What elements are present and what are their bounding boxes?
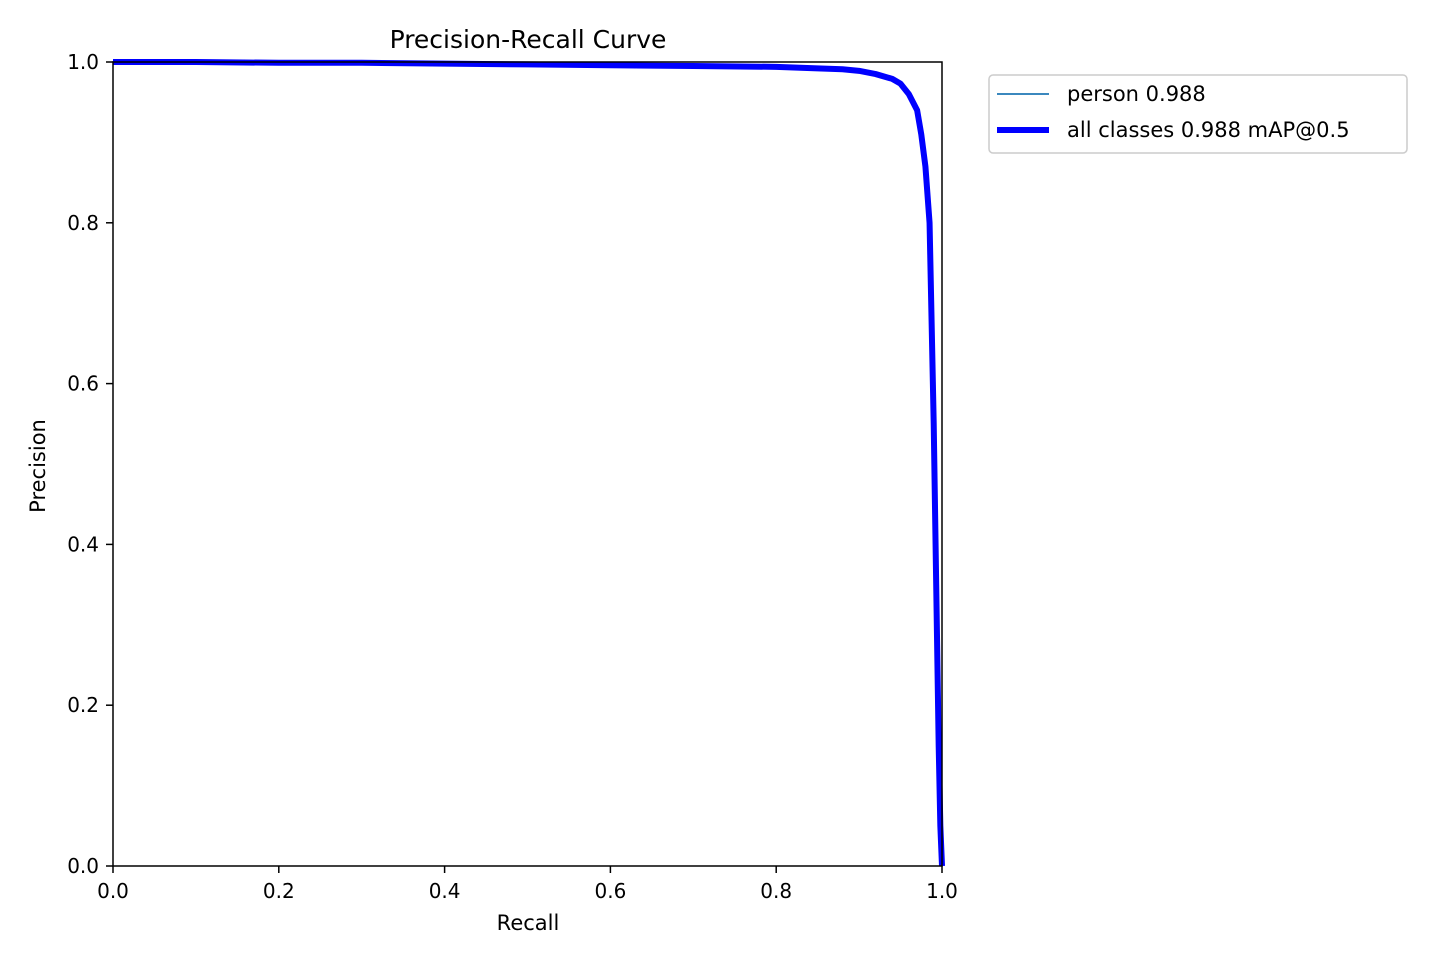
x-tick-label: 0.0 bbox=[97, 879, 129, 903]
legend-label-all-classes: all classes 0.988 mAP@0.5 bbox=[1067, 118, 1350, 142]
y-tick-label: 0.0 bbox=[67, 854, 99, 878]
legend-label-person: person 0.988 bbox=[1067, 82, 1206, 106]
y-tick-label: 0.2 bbox=[67, 693, 99, 717]
plot-background bbox=[113, 62, 942, 866]
x-tick-label: 0.8 bbox=[760, 879, 792, 903]
x-tick-label: 0.4 bbox=[429, 879, 461, 903]
series-line-all-classes bbox=[113, 59, 945, 867]
plot-area bbox=[113, 62, 942, 866]
x-tick-label: 1.0 bbox=[926, 879, 958, 903]
series-layer bbox=[113, 59, 945, 867]
plot-frame bbox=[112, 61, 943, 867]
x-axis-label: Recall bbox=[497, 911, 560, 935]
x-axis: 0.0 0.2 0.4 0.6 0.8 1.0 bbox=[97, 866, 958, 903]
y-tick-label: 0.8 bbox=[67, 211, 99, 235]
x-tick-label: 0.2 bbox=[263, 879, 295, 903]
y-axis: 0.0 0.2 0.4 0.6 0.8 1.0 bbox=[67, 50, 113, 878]
y-tick-label: 0.4 bbox=[67, 532, 99, 556]
legend-box bbox=[988, 74, 1408, 154]
y-tick-label: 1.0 bbox=[67, 50, 99, 74]
legend: person 0.988 all classes 0.988 mAP@0.5 bbox=[988, 74, 1408, 154]
x-tick-label: 0.6 bbox=[594, 879, 626, 903]
y-tick-label: 0.6 bbox=[67, 372, 99, 396]
chart-title: Precision-Recall Curve bbox=[390, 25, 667, 54]
y-axis-label: Precision bbox=[26, 419, 50, 513]
